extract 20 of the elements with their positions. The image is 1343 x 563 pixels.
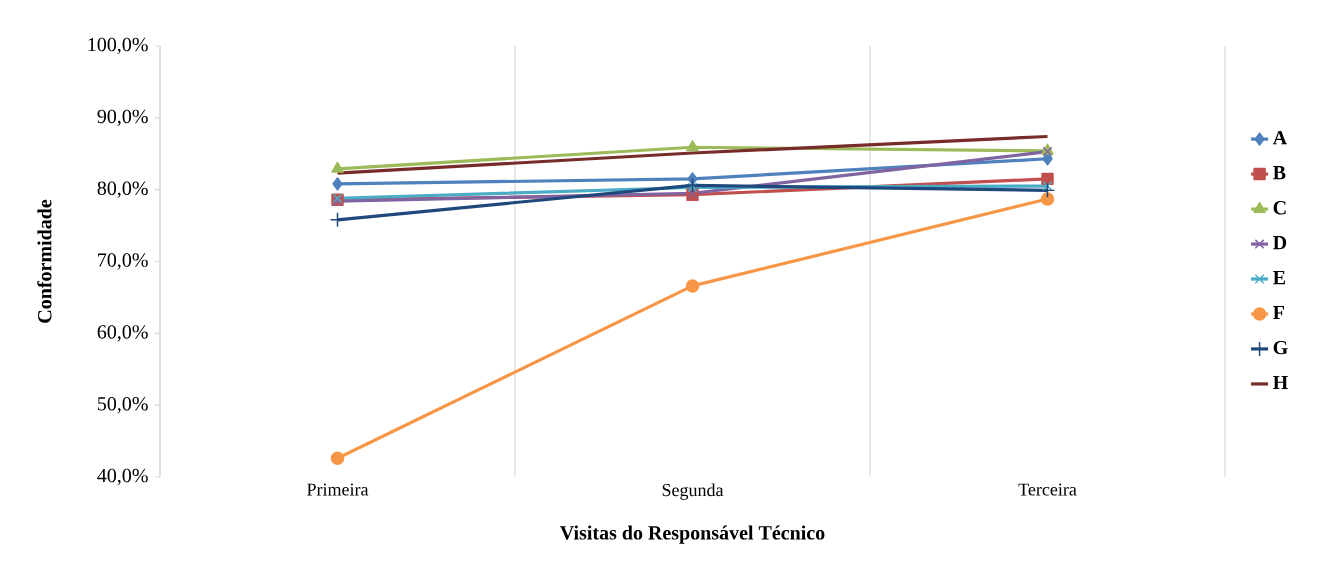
x-tick-label: Segunda xyxy=(662,483,724,500)
legend-label: C xyxy=(1273,201,1286,215)
y-tick-label: 70,0% xyxy=(98,253,148,270)
y-tick-label: 90,0% xyxy=(97,109,148,127)
legend-label: E xyxy=(1273,271,1285,285)
legend-label: A xyxy=(1272,131,1287,145)
legend-label: H xyxy=(1273,375,1288,390)
x-tick-label: Terceira xyxy=(1018,483,1077,496)
legend-label: B xyxy=(1273,166,1286,180)
x-axis-title: Visitas do Responsável Técnico xyxy=(560,525,825,544)
y-tick-label: 60,0% xyxy=(97,325,148,342)
x-tick-label: Primeira xyxy=(307,483,369,496)
legend-label: D xyxy=(1273,236,1287,250)
y-tick-label: 80,0% xyxy=(97,181,148,198)
legend-label: F xyxy=(1273,305,1284,320)
y-tick-label: 100,0% xyxy=(88,37,148,55)
legend-label: G xyxy=(1273,340,1288,355)
y-tick-label: 50,0% xyxy=(97,396,148,414)
y-axis-title: Conformidade xyxy=(37,199,52,323)
y-tick-label: 40,0% xyxy=(97,468,148,486)
